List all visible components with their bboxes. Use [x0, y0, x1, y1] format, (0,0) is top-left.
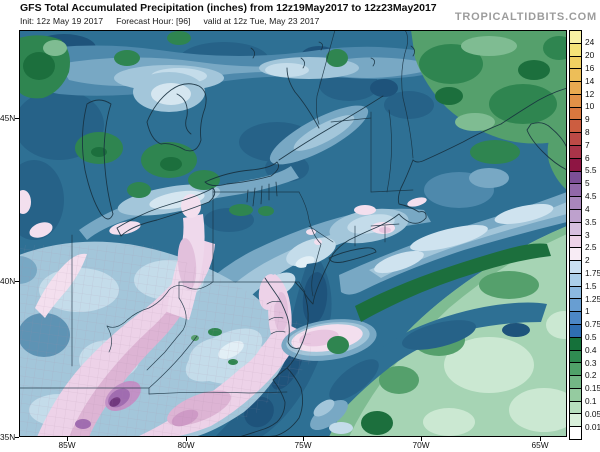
colorbar-segment: [570, 426, 581, 439]
colorbar-segment: [570, 400, 581, 414]
colorbar-segment: [570, 336, 581, 350]
colorbar-segment: [570, 362, 581, 376]
colorbar-label: 1.25: [585, 293, 600, 304]
colorbar-segment: [570, 272, 581, 286]
colorbar-label: 12: [585, 88, 595, 99]
colorbar-segment: [570, 93, 581, 107]
colorbar-label: 6: [585, 152, 590, 163]
lat-tick-mark: [15, 437, 19, 438]
colorbar-segment: [570, 183, 581, 197]
colorbar-segment: [570, 375, 581, 388]
county-lines-texture: [19, 245, 311, 437]
colorbar-label: 0.2: [585, 370, 597, 381]
valid-time: valid at 12z Tue, May 23 2017: [203, 15, 320, 26]
colorbar-segment: [570, 196, 581, 209]
lon-tick-mark: [67, 437, 68, 441]
colorbar-segment: [570, 234, 581, 248]
lon-tick-label: 80W: [177, 440, 195, 450]
colorbar-segment: [570, 323, 581, 337]
colorbar-segment: [570, 170, 581, 184]
colorbar-label: 7: [585, 139, 590, 150]
colorbar-segment: [570, 157, 581, 171]
colorbar-segment: [570, 145, 581, 158]
colorbar-segment: [570, 55, 581, 69]
colorbar-label: 5.5: [585, 165, 597, 176]
state-borders-layer: [18, 29, 414, 395]
colorbar-segment: [570, 132, 581, 146]
colorbar-label: 10: [585, 101, 595, 112]
colorbar-label: 0.15: [585, 383, 600, 394]
colorbar-label: 4.5: [585, 191, 597, 202]
lat-tick-label: 35N: [0, 432, 16, 442]
colorbar-segment: [570, 298, 581, 312]
colorbar-segment: [570, 311, 581, 324]
colorbar-label: 3.5: [585, 216, 597, 227]
colorbar-segment: [570, 68, 581, 82]
lat-tick-mark: [15, 281, 19, 282]
colorbar-segment: [570, 349, 581, 363]
colorbar-segment: [570, 106, 581, 120]
colorbar-label: 2: [585, 255, 590, 266]
colorbar-label: 0.3: [585, 357, 597, 368]
page-title: GFS Total Accumulated Precipitation (inc…: [20, 2, 437, 14]
lat-tick-mark: [15, 118, 19, 119]
lon-tick-mark: [186, 437, 187, 441]
colorbar-segment: [570, 221, 581, 235]
colorbar-segment: [570, 31, 581, 43]
colorbar-label: 9: [585, 114, 590, 125]
colorbar-segment: [570, 208, 581, 222]
lon-tick-mark: [421, 437, 422, 441]
colorbar-label: 20: [585, 50, 595, 61]
lon-tick-mark: [540, 437, 541, 441]
precipitation-map-graphic: [1, 29, 582, 438]
watermark: TROPICALTIDBITS.COM: [454, 11, 597, 23]
lon-tick-label: 70W: [412, 440, 430, 450]
colorbar-segment: [570, 387, 581, 401]
colorbar-label: 16: [585, 62, 595, 73]
lat-tick-label: 40N: [0, 276, 16, 286]
map-frame: [19, 30, 567, 437]
colorbar-segment: [570, 42, 581, 56]
precipitation-map: [1, 29, 582, 438]
colorbar-label: 1.75: [585, 267, 600, 278]
colorbar-segment: [570, 260, 581, 273]
colorbar-label: 0.01: [585, 421, 600, 432]
colorbar-label: 0.1: [585, 396, 597, 407]
colorbar-label: 0.4: [585, 344, 597, 355]
colorbar-segment: [570, 285, 581, 299]
init-time: Init: 12z May 19 2017: [20, 15, 104, 26]
colorbar-segment: [570, 413, 581, 427]
lon-tick-label: 65W: [531, 440, 549, 450]
colorbar-label: 0.05: [585, 408, 600, 419]
colorbar-label: 1.5: [585, 280, 597, 291]
lon-tick-label: 85W: [58, 440, 76, 450]
colorbar-label: 8: [585, 127, 590, 137]
colorbar-segment: [570, 247, 581, 261]
lat-tick-label: 45N: [0, 113, 16, 123]
colorbar-label: 0.5: [585, 332, 597, 342]
colorbar-label: 14: [585, 75, 595, 86]
colorbar-label: 5: [585, 178, 590, 189]
colorbar-segment: [570, 119, 581, 133]
colorbar-label: 3: [585, 229, 590, 240]
colorbar-label: 4: [585, 203, 590, 214]
forecast-hour: Forecast Hour: [96]: [116, 15, 191, 26]
colorbar: [569, 30, 582, 440]
colorbar-label: 24: [585, 37, 595, 48]
colorbar-label: 0.75: [585, 319, 600, 330]
lon-tick-mark: [303, 437, 304, 441]
colorbar-label: 2.5: [585, 242, 597, 253]
lon-tick-label: 75W: [294, 440, 312, 450]
run-info: Init: 12z May 19 2017 Forecast Hour: [96]…: [20, 16, 332, 26]
colorbar-segment: [570, 81, 581, 94]
colorbar-label: 1: [585, 306, 590, 317]
